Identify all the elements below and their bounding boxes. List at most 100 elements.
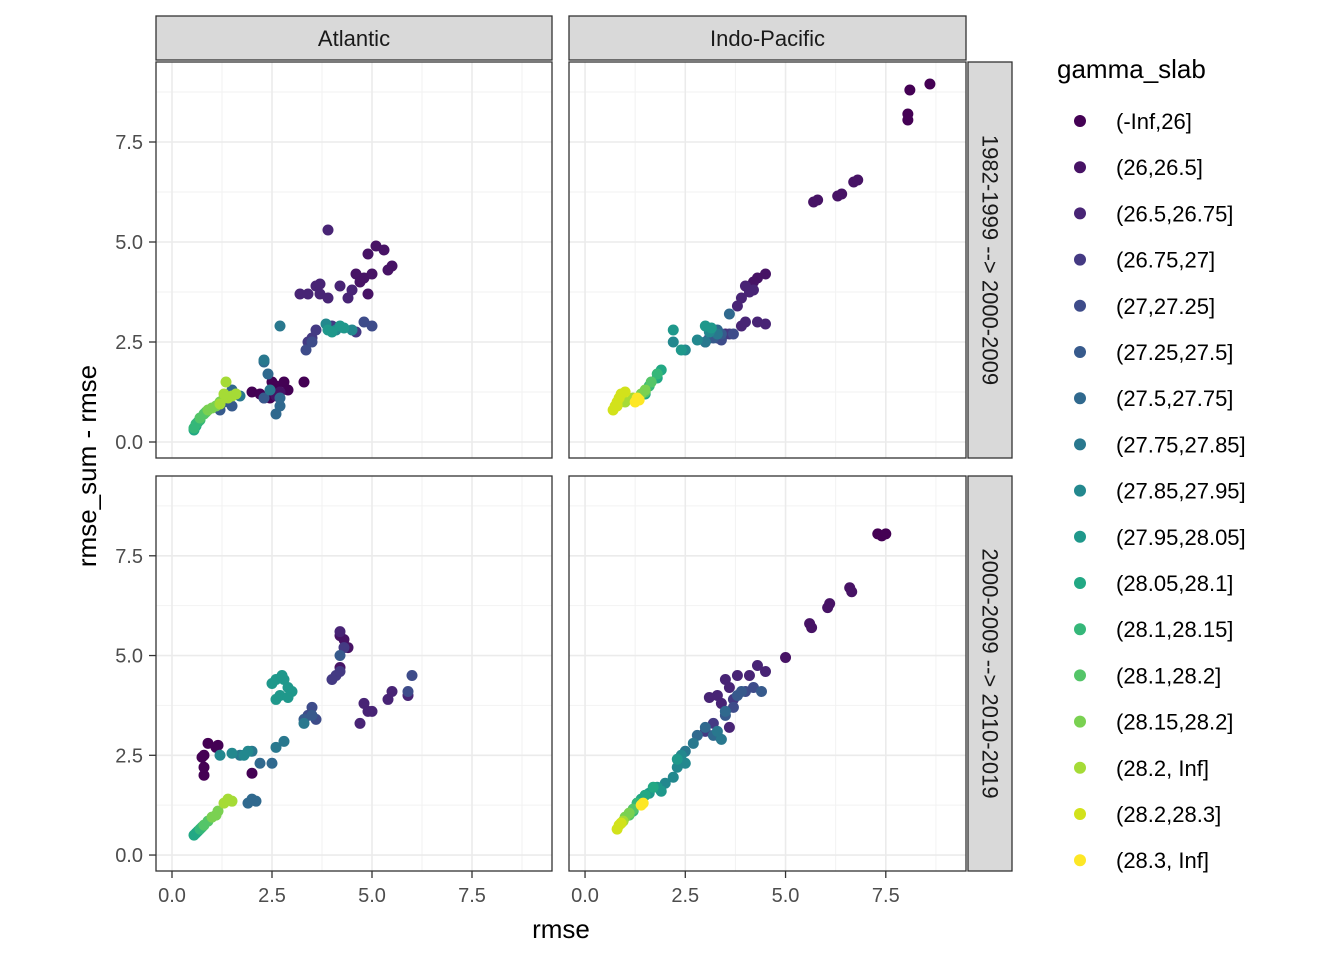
panel-0-0 bbox=[155, 61, 553, 459]
x-tick-label: 0.0 bbox=[158, 885, 186, 907]
data-point bbox=[812, 194, 824, 206]
row-strip-label: 2000-2009 --> 2010-2019 bbox=[978, 548, 1003, 798]
strips-layer: Atlantic Indo-Pacific 1982-1999 --> 2000-2… bbox=[155, 15, 1013, 872]
data-point bbox=[703, 691, 715, 703]
legend-label: (27.25,27.5] bbox=[1116, 340, 1233, 365]
data-point bbox=[705, 322, 717, 334]
x-tick-label: 7.5 bbox=[872, 885, 900, 907]
x-tick-label: 0.0 bbox=[571, 885, 599, 907]
y-tick-label: 0.0 bbox=[115, 432, 143, 454]
data-point bbox=[246, 767, 258, 779]
legend-label: (27,27.25] bbox=[1116, 294, 1215, 319]
data-point bbox=[671, 761, 683, 773]
data-point bbox=[735, 320, 747, 332]
data-point bbox=[382, 264, 394, 276]
data-point bbox=[743, 286, 755, 298]
x-axis-title: rmse bbox=[532, 914, 590, 944]
data-point bbox=[226, 795, 238, 807]
legend-key bbox=[1074, 346, 1086, 358]
data-point bbox=[322, 224, 334, 236]
legend-key bbox=[1074, 854, 1086, 867]
data-point bbox=[639, 384, 651, 396]
data-point bbox=[314, 278, 326, 290]
data-point bbox=[667, 324, 679, 336]
legend-label: (27.85,27.95] bbox=[1116, 479, 1246, 504]
legend-key bbox=[1074, 484, 1086, 497]
data-point bbox=[354, 276, 366, 288]
data-point bbox=[699, 721, 711, 733]
data-point bbox=[214, 749, 226, 761]
data-point bbox=[635, 799, 647, 811]
data-point bbox=[218, 388, 230, 400]
panel-border bbox=[568, 61, 967, 459]
data-point bbox=[731, 669, 743, 681]
data-point bbox=[623, 807, 635, 819]
legend-key bbox=[1074, 577, 1086, 589]
legend-label: (28.05,28.1] bbox=[1116, 571, 1233, 596]
data-point bbox=[723, 308, 735, 320]
data-point bbox=[667, 336, 679, 348]
data-point bbox=[326, 326, 338, 338]
data-point bbox=[270, 408, 282, 420]
data-point bbox=[214, 398, 226, 410]
y-axis-title: rmse_sum - rmse bbox=[72, 365, 102, 567]
data-point bbox=[806, 622, 818, 634]
legend-label: (28.15,28.2] bbox=[1116, 710, 1233, 735]
panel-border bbox=[155, 475, 553, 872]
data-point bbox=[731, 300, 743, 312]
data-point bbox=[645, 376, 657, 388]
legend-key bbox=[1074, 438, 1086, 451]
data-point bbox=[366, 268, 378, 280]
data-point bbox=[306, 701, 318, 713]
legend-label: (26.5,26.75] bbox=[1116, 201, 1233, 226]
x-tick-label: 7.5 bbox=[458, 885, 486, 907]
data-point bbox=[759, 268, 771, 280]
data-point bbox=[264, 384, 276, 396]
legend-key bbox=[1074, 299, 1086, 312]
legend-key bbox=[1074, 115, 1086, 127]
data-point bbox=[743, 669, 755, 681]
column-strip bbox=[155, 15, 553, 61]
data-point bbox=[651, 368, 663, 380]
legend-label: (28.2,28.3] bbox=[1116, 802, 1221, 827]
panels-layer bbox=[155, 61, 967, 872]
data-point bbox=[691, 334, 703, 346]
legend-label: (27.95,28.05] bbox=[1116, 525, 1246, 550]
panel-1-1 bbox=[568, 475, 967, 872]
data-point bbox=[755, 685, 767, 697]
data-point bbox=[846, 586, 858, 598]
legend: gamma_slab (-Inf,26] (26,26.5] (26.5,26.75… bbox=[1057, 54, 1246, 873]
data-point bbox=[633, 394, 645, 406]
legend-label: (28.1,28.2] bbox=[1116, 663, 1221, 688]
data-point bbox=[727, 328, 739, 340]
x-tick-label: 5.0 bbox=[358, 885, 386, 907]
data-point bbox=[836, 188, 848, 200]
data-point bbox=[759, 318, 771, 330]
legend-key bbox=[1074, 761, 1086, 774]
data-point bbox=[338, 322, 350, 334]
data-point bbox=[310, 324, 322, 336]
axes-layer: 0.0 2.5 5.0 7.5 0.0 2.5 5.0 7.5 0.0 2.5 5.0 7.5 0.0 2… bbox=[115, 132, 900, 907]
data-point bbox=[326, 673, 338, 685]
data-point bbox=[362, 248, 374, 260]
data-point bbox=[406, 669, 418, 681]
data-point bbox=[282, 691, 294, 703]
data-point bbox=[212, 805, 224, 817]
data-point bbox=[852, 174, 864, 186]
data-point bbox=[715, 733, 727, 745]
data-point bbox=[611, 400, 623, 412]
x-tick-label: 5.0 bbox=[772, 885, 800, 907]
data-point bbox=[196, 751, 208, 763]
panel-border bbox=[155, 61, 553, 459]
data-point bbox=[759, 666, 771, 678]
data-point bbox=[924, 78, 936, 90]
data-point bbox=[306, 336, 318, 348]
data-point bbox=[675, 344, 687, 356]
row-strip bbox=[967, 475, 1013, 872]
data-point bbox=[719, 705, 731, 717]
data-point bbox=[402, 685, 414, 697]
x-tick-label: 2.5 bbox=[671, 885, 699, 907]
data-point bbox=[270, 741, 282, 753]
data-point bbox=[354, 717, 366, 729]
data-point bbox=[342, 292, 354, 304]
